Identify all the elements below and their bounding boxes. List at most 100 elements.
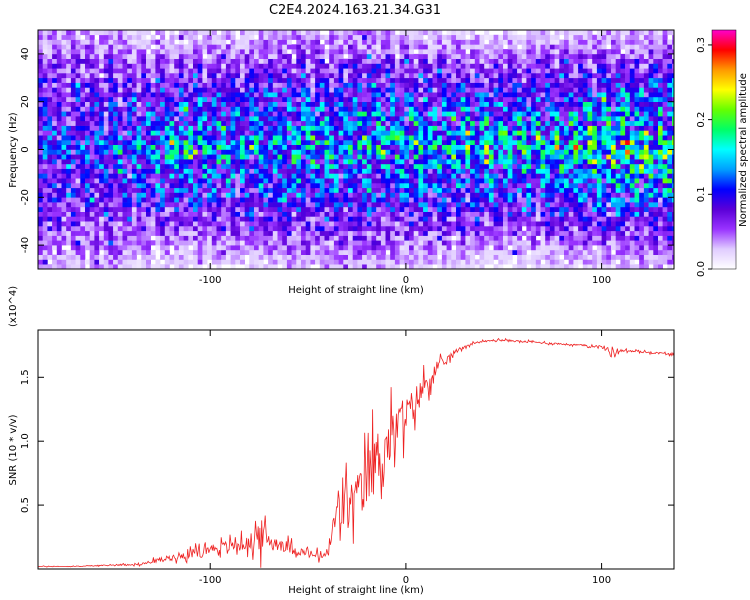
spectrogram-cell — [56, 130, 62, 136]
spectrogram-cell — [178, 245, 184, 251]
spectrogram-cell — [202, 259, 208, 265]
spectrogram-cell — [460, 63, 466, 69]
spectrogram-cell — [202, 125, 208, 131]
spectrogram-cell — [272, 163, 278, 169]
spectrogram-cell — [127, 30, 133, 36]
spectrogram-cell — [122, 192, 128, 198]
spectrogram-cell — [409, 125, 414, 131]
spectrogram-cell — [117, 211, 123, 217]
spectrogram-cell — [498, 68, 504, 74]
spectrogram-cell — [235, 211, 241, 217]
spectrogram-cell — [423, 101, 429, 107]
spectrogram-cell — [371, 82, 377, 88]
spectrogram-cell — [357, 230, 363, 236]
spectrogram-cell — [211, 120, 217, 126]
spectrogram-cell — [277, 192, 283, 198]
spectrogram-cell — [319, 58, 325, 64]
spectrogram-cell — [108, 187, 114, 193]
spectrogram-cell — [258, 120, 264, 126]
spectrogram-cell — [80, 44, 86, 50]
spectrogram-cell — [498, 39, 504, 45]
spectrogram-cell — [272, 73, 278, 79]
spectrogram-cell — [310, 178, 316, 184]
spectrogram-cell — [178, 183, 184, 189]
spectrogram-cell — [136, 221, 142, 227]
spectrogram-cell — [38, 202, 43, 208]
spectrogram-cell — [136, 96, 142, 102]
spectrogram-cell — [446, 168, 452, 174]
spectrogram-cell — [399, 120, 405, 126]
spectrogram-cell — [512, 249, 518, 255]
spectrogram-cell — [202, 111, 208, 117]
spectrogram-cell — [493, 183, 499, 189]
spectrogram-cell — [85, 96, 90, 102]
spectrogram-cell — [451, 154, 457, 160]
spectrogram-cell — [362, 53, 368, 59]
spectrogram-cell — [296, 264, 302, 270]
spectrogram-cell — [80, 144, 86, 150]
spectrogram-cell — [85, 192, 90, 198]
spectrogram-cell — [456, 111, 461, 117]
spectrogram-cell — [122, 249, 128, 255]
spectrogram-cell — [366, 168, 372, 174]
spectrogram-cell — [216, 34, 222, 40]
spectrogram-cell — [268, 183, 274, 189]
spectrogram-cell — [169, 68, 175, 74]
spectrogram-cell — [488, 183, 494, 189]
spectrogram-cell — [362, 68, 368, 74]
spectrogram-cell — [418, 49, 424, 55]
spectrogram-cell — [131, 259, 137, 265]
spectrogram-cell — [240, 44, 245, 50]
spectrogram-cell — [254, 249, 259, 255]
spectrogram-cell — [94, 254, 100, 260]
spectrogram-cell — [291, 211, 297, 217]
spectrogram-cell — [188, 82, 194, 88]
spectrogram-cell — [460, 120, 466, 126]
spectrogram-cell — [216, 92, 222, 98]
spectrogram-cell — [164, 221, 170, 227]
spectrogram-cell — [352, 92, 358, 98]
spectrogram-cell — [301, 130, 306, 136]
spectrogram-cell — [362, 96, 368, 102]
spectrogram-cell — [61, 183, 67, 189]
spectrogram-cell — [61, 135, 67, 141]
spectrogram-cell — [160, 135, 166, 141]
spectrogram-cell — [390, 235, 396, 241]
spectrogram-cell — [117, 101, 123, 107]
spectrogram-cell — [258, 159, 264, 165]
spectrogram-cell — [38, 240, 43, 246]
spectrogram-cell — [75, 226, 81, 232]
spectrogram-cell — [235, 82, 241, 88]
spectrogram-cell — [202, 34, 208, 40]
spectrogram-cell — [376, 264, 382, 270]
spectrogram-cell — [315, 173, 321, 179]
spectrogram-cell — [103, 264, 109, 270]
spectrogram-cell — [409, 211, 414, 217]
spectrogram-cell — [329, 264, 335, 270]
spectrogram-cell — [348, 187, 353, 193]
spectrogram-cell — [52, 240, 58, 246]
spectrogram-cell — [56, 197, 62, 203]
spectrogram-cell — [366, 264, 372, 270]
spectrogram-cell — [286, 264, 292, 270]
spectrogram-cell — [108, 39, 114, 45]
spectrogram-cell — [286, 92, 292, 98]
spectrogram-cell — [493, 245, 499, 251]
spectrogram-cell — [324, 139, 330, 145]
spectrogram-cell — [385, 173, 391, 179]
spectrogram-cell — [113, 44, 119, 50]
spectrogram-cell — [343, 159, 349, 165]
spectrogram-cell — [136, 240, 142, 246]
spectrogram-cell — [47, 30, 53, 36]
spectrogram-cell — [451, 39, 457, 45]
spectrogram-cell — [258, 211, 264, 217]
spectrogram-cell — [362, 264, 368, 270]
spectrogram-cell — [75, 206, 81, 212]
spectrogram-cell — [42, 240, 48, 246]
spectrogram-cell — [254, 116, 259, 122]
spectrogram-cell — [460, 49, 466, 55]
spectrogram-cell — [427, 173, 433, 179]
spectrogram-cell — [338, 34, 344, 40]
spectrogram-cell — [301, 144, 306, 150]
spectrogram-cell — [164, 235, 170, 241]
